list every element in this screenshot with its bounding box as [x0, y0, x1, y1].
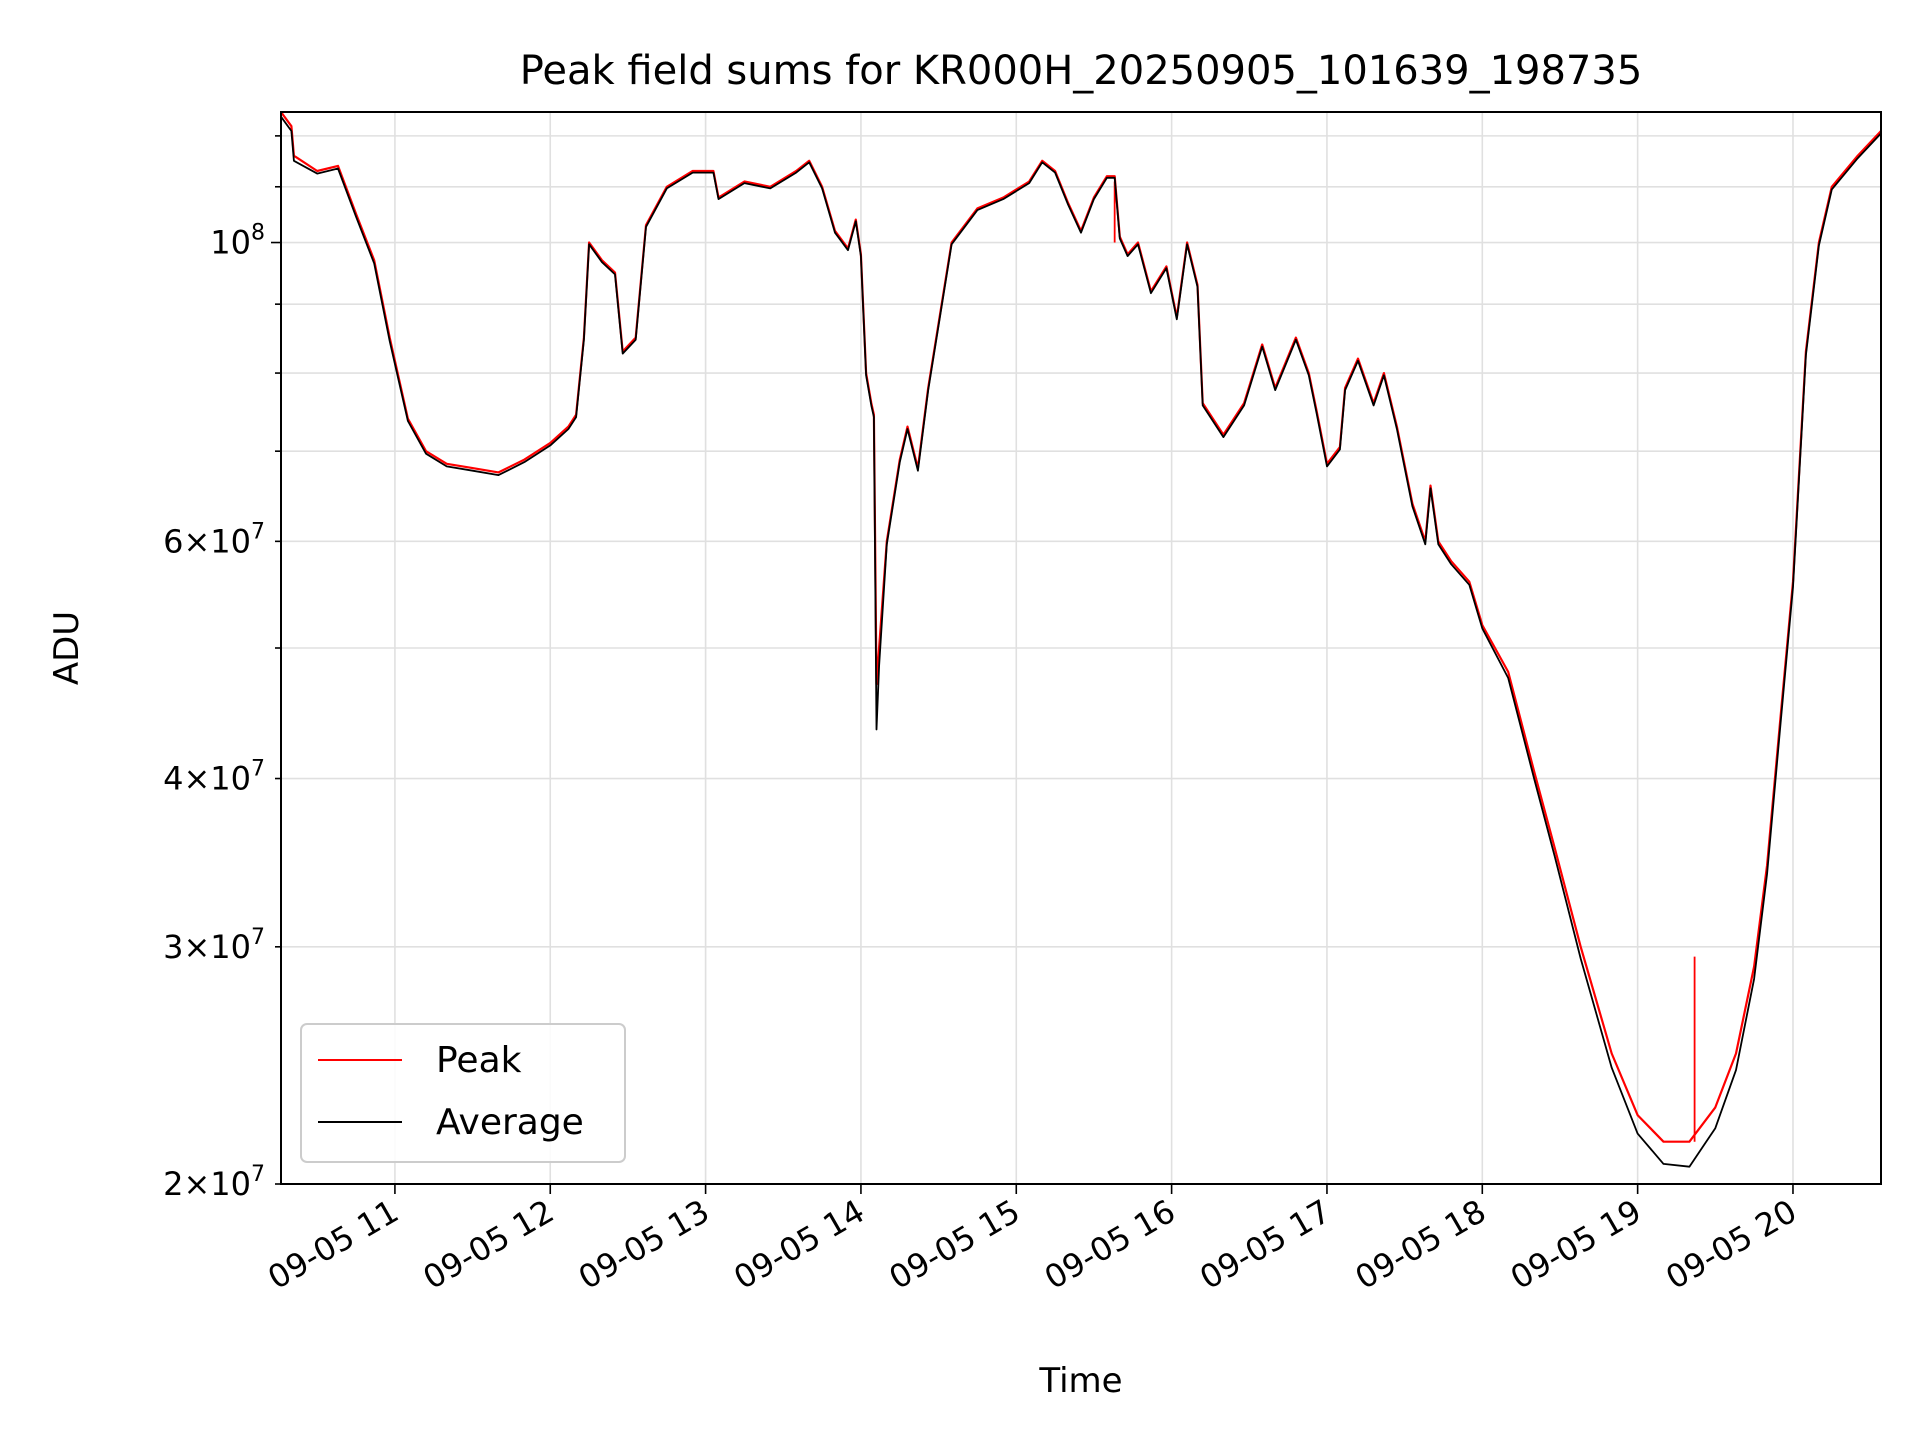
y-axis-title: ADU [47, 611, 87, 685]
grid [281, 112, 1881, 1185]
y-tick-label: 108 [210, 221, 265, 262]
y-tick-label: 2×107 [163, 1162, 265, 1203]
legend: Peak Average [300, 1023, 626, 1163]
chart-title: Peak field sums for KR000H_20250905_1016… [520, 48, 1643, 94]
series-lines [280, 111, 1882, 1168]
legend-label-peak: Peak [436, 1040, 522, 1081]
y-tick-label: 4×107 [163, 757, 265, 798]
series-line-average [280, 116, 1882, 1168]
legend-box [300, 1023, 626, 1163]
legend-label-average: Average [436, 1102, 584, 1143]
x-axis-title: Time [1038, 1361, 1122, 1401]
y-tick-label: 6×107 [163, 519, 265, 560]
y-tick-label: 3×107 [163, 925, 265, 966]
